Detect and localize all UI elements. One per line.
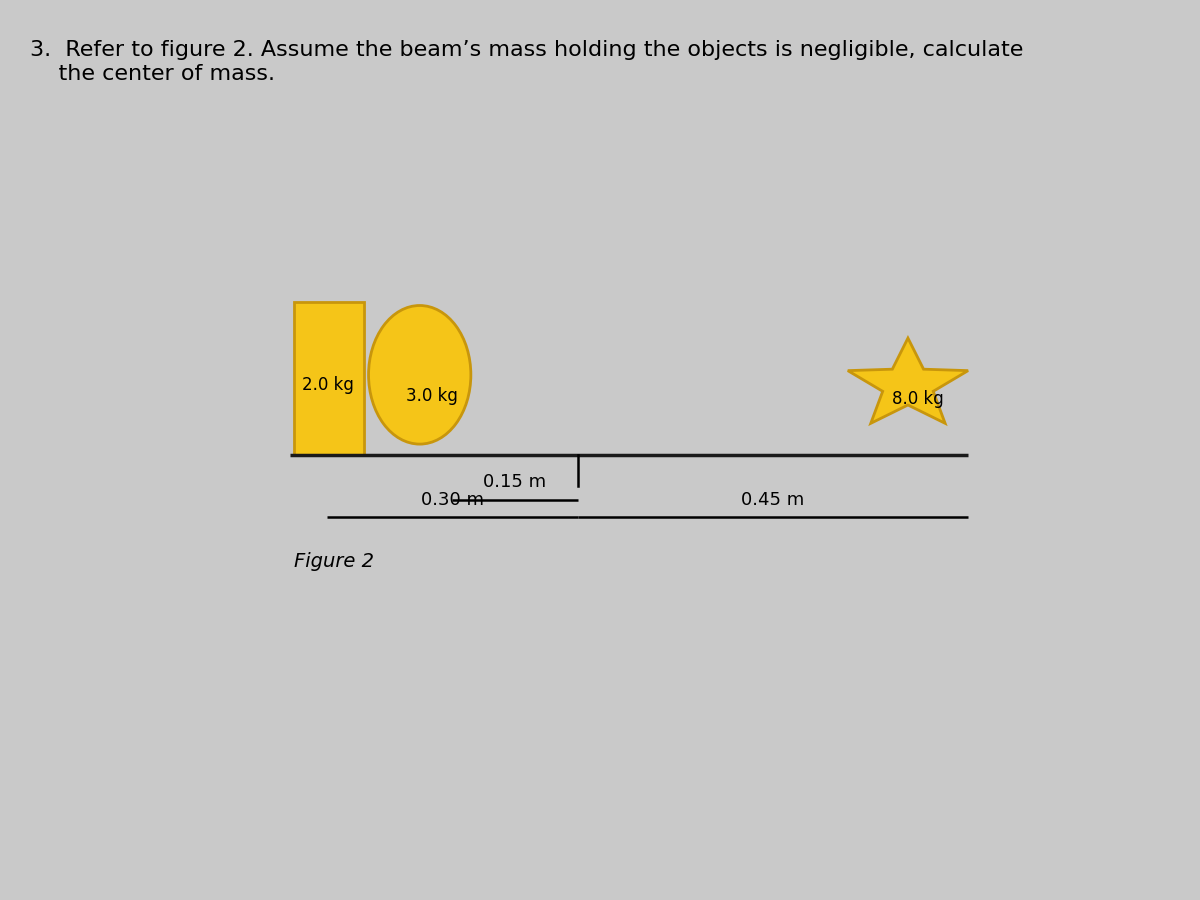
Text: Figure 2: Figure 2 [294, 552, 374, 571]
Bar [294, 302, 364, 454]
Polygon shape [848, 338, 968, 423]
Text: 0.30 m: 0.30 m [421, 491, 484, 508]
Text: 0.45 m: 0.45 m [742, 491, 805, 508]
Text: 2.0 kg: 2.0 kg [301, 376, 354, 394]
Text: 8.0 kg: 8.0 kg [892, 390, 944, 408]
Text: 0.15 m: 0.15 m [484, 473, 546, 491]
Text: 3.0 kg: 3.0 kg [406, 387, 457, 405]
Text: 3.  Refer to figure 2. Assume the beam’s mass holding the ​objects is negligible: 3. Refer to figure 2. Assume the beam’s … [30, 40, 1024, 84]
Ellipse shape [368, 305, 470, 444]
